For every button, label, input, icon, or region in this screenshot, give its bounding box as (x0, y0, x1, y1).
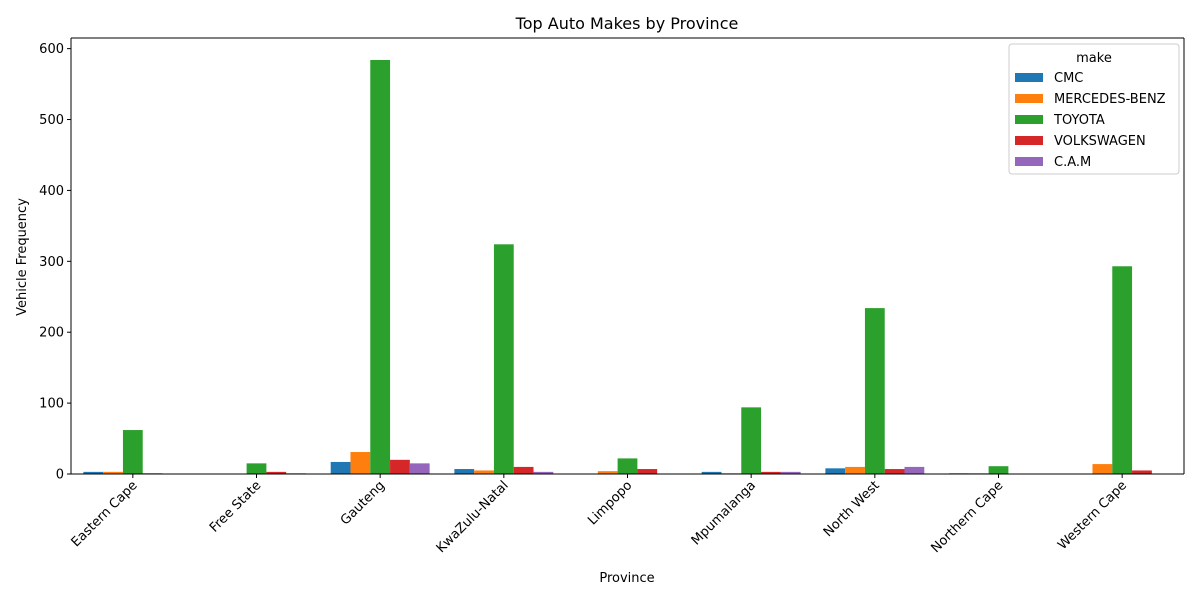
bar-mercedes-benz-kwazulu-natal (474, 470, 494, 474)
legend-label: MERCEDES-BENZ (1054, 92, 1166, 107)
y-tick-label: 600 (39, 42, 64, 57)
y-axis-label: Vehicle Frequency (15, 198, 30, 316)
bar-volkswagen-mpumalanga (761, 471, 781, 474)
x-tick-label: North West (821, 478, 883, 540)
bar-c-a-m-gauteng (409, 463, 430, 474)
x-tick-label: Free State (207, 478, 264, 535)
legend-swatch (1015, 136, 1043, 145)
bar-toyota-kwazulu-natal (493, 244, 514, 474)
bar-cmc-eastern-cape (83, 471, 104, 474)
bars-group (83, 59, 1152, 474)
bar-mercedes-benz-western-cape (1092, 464, 1113, 474)
y-tick-label: 0 (56, 468, 64, 483)
bar-volkswagen-free-state (266, 471, 287, 474)
x-tick-label: Eastern Cape (69, 478, 141, 550)
x-tick-label: Mpumalanga (689, 478, 759, 548)
bar-cmc-mpumalanga (701, 471, 722, 474)
bar-toyota-eastern-cape (122, 430, 143, 474)
x-tick-label: Western Cape (1055, 478, 1130, 553)
bar-mercedes-benz-eastern-cape (103, 471, 123, 474)
bar-c-a-m-kwazulu-natal (533, 471, 554, 474)
legend-label: CMC (1054, 71, 1083, 86)
bar-c-a-m-north-west (904, 466, 925, 474)
x-tick-label: Gauteng (338, 478, 388, 528)
legend-label: VOLKSWAGEN (1054, 134, 1146, 149)
legend: make CMC MERCEDES-BENZ TOYOTA VOLKSWAGEN C.A… (1008, 43, 1180, 175)
bar-cmc-gauteng (330, 461, 351, 474)
chart-title: Top Auto Makes by Province (515, 14, 739, 33)
legend-label: TOYOTA (1053, 113, 1105, 128)
bar-toyota-limpopo (617, 458, 638, 474)
legend-label: C.A.M (1054, 155, 1091, 170)
bar-cmc-kwazulu-natal (454, 469, 475, 474)
x-tick-label: Limpopo (585, 478, 635, 528)
bar-toyota-north-west (864, 308, 885, 474)
legend-swatch (1015, 157, 1043, 166)
bar-toyota-northern-cape (988, 466, 1009, 474)
y-tick-label: 500 (39, 113, 64, 128)
x-axis-label: Province (599, 571, 654, 586)
legend-swatch (1015, 94, 1043, 103)
y-tick-label: 400 (39, 184, 64, 199)
bar-cmc-north-west (825, 468, 846, 474)
x-tick-label: Northern Cape (928, 478, 1006, 556)
bar-toyota-mpumalanga (741, 407, 762, 474)
legend-swatch (1015, 115, 1043, 124)
bar-volkswagen-north-west (884, 469, 905, 474)
x-tick-label: KwaZulu-Natal (434, 478, 512, 556)
bar-volkswagen-limpopo (637, 469, 658, 474)
bar-mercedes-benz-gauteng (350, 452, 371, 474)
y-tick-label: 200 (39, 326, 64, 341)
bar-c-a-m-mpumalanga (780, 471, 801, 474)
bar-toyota-gauteng (370, 59, 391, 474)
legend-title: make (1076, 51, 1112, 66)
bar-volkswagen-kwazulu-natal (513, 466, 534, 474)
legend-swatch (1015, 73, 1043, 82)
bar-toyota-western-cape (1112, 266, 1133, 474)
y-tick-label: 300 (39, 255, 64, 270)
bar-mercedes-benz-north-west (845, 466, 865, 474)
bar-mercedes-benz-limpopo (597, 471, 618, 474)
y-tick-label: 100 (39, 397, 64, 412)
legend-frame (1008, 43, 1180, 175)
legend-items: CMC MERCEDES-BENZ TOYOTA VOLKSWAGEN C.A.M (1015, 71, 1166, 170)
bar-volkswagen-western-cape (1132, 470, 1152, 474)
bar-volkswagen-gauteng (390, 459, 410, 474)
bar-toyota-free-state (246, 463, 267, 474)
